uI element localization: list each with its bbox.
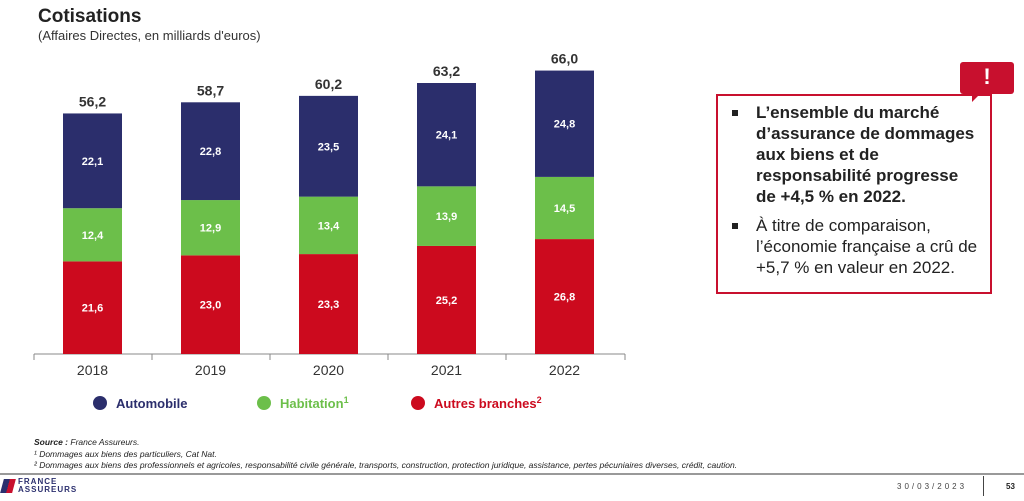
footer-separator [983,476,984,496]
bar-total-label: 60,2 [315,76,342,92]
france-assureurs-logo: FRANCE ASSUREURS [0,477,78,494]
bar-value-label: 12,4 [82,230,104,242]
legend-label: Autres branches2 [434,395,542,411]
stacked-bar-chart: 21,6 12,4 22,1 56,2 2018 23,0 12,9 22,8 58,7 2019… [33,51,626,411]
bar-segment-automobile [417,83,476,187]
bar-segment-habitation [417,186,476,246]
legend-label: Habitation1 [280,395,349,411]
bar-value-label: 21,6 [82,303,103,315]
bar-value-label: 24,1 [436,130,457,142]
page-number: 53 [1006,482,1015,491]
legend-marker [93,396,107,410]
legend-label: Automobile [116,396,188,411]
bar-value-label: 23,0 [200,300,221,312]
footer-date: 30/03/2023 [897,482,968,491]
bar-segment-habitation [181,200,240,256]
x-tick-label: 2019 [195,362,226,378]
bar-segment-autres-branches [299,254,358,354]
bar-segment-habitation [535,176,594,240]
exclamation-icon: ! [960,62,1014,102]
bar-segment-automobile [181,102,240,201]
x-tick-label: 2022 [549,362,580,378]
source-text: France Assureurs. [68,437,140,447]
bar-total-label: 63,2 [433,63,460,79]
callout-box: L’ensemble du marché d’assurance de domm… [716,94,992,294]
bar-value-label: 25,2 [436,295,457,307]
bar-segment-autres-branches [181,255,240,354]
bar-segment-habitation [299,196,358,255]
bar-segment-automobile [63,113,122,209]
callout-point: L’ensemble du marché d’assurance de domm… [728,102,980,207]
bar-value-label: 14,5 [554,203,575,215]
logo-mark-icon [0,479,16,493]
bar-total-label: 66,0 [551,51,578,67]
legend-marker [257,396,271,410]
bar-total-label: 58,7 [197,82,224,98]
bar-value-label: 24,8 [554,119,575,131]
bar-value-label: 23,3 [318,299,339,311]
callout-point: À titre de comparaison, l’économie franç… [728,215,980,278]
logo-text-1: FRANCE [18,477,58,486]
footnote-2: ² Dommages aux biens des professionnels … [34,460,738,470]
legend-marker [411,396,425,410]
bar-segment-autres-branches [63,261,122,354]
source-note: Source : France Assureurs. [34,437,140,447]
footnote-1: ¹ Dommages aux biens des particuliers, C… [34,449,217,459]
bar-value-label: 12,9 [200,223,221,235]
bar-value-label: 13,9 [436,211,457,223]
bar-value-label: 13,4 [318,220,340,232]
bar-value-label: 22,1 [82,156,103,168]
footer-divider [0,473,1024,475]
bar-segment-automobile [535,70,594,177]
bar-segment-autres-branches [535,239,594,354]
bar-total-label: 56,2 [79,93,106,109]
bar-segment-habitation [63,208,122,262]
x-tick-label: 2020 [313,362,344,378]
chart-subtitle: (Affaires Directes, en milliards d'euros… [38,28,261,43]
bar-value-label: 26,8 [554,292,575,304]
source-label: Source : [34,437,69,447]
bar-value-label: 22,8 [200,146,221,158]
bar-segment-autres-branches [417,245,476,354]
bar-value-label: 23,5 [318,141,339,153]
chart-title: Cotisations [38,6,142,27]
x-tick-label: 2018 [77,362,108,378]
x-tick-label: 2021 [431,362,462,378]
logo-text-2: ASSUREURS [18,485,78,494]
bar-segment-automobile [299,95,358,197]
